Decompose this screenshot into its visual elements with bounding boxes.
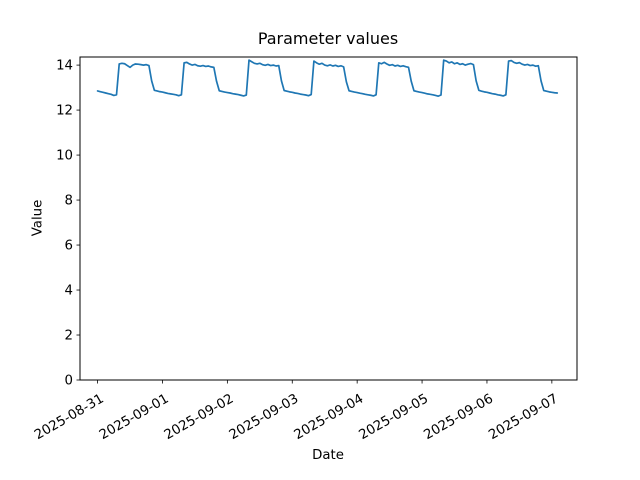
x-tick-label: 2025-09-04 xyxy=(292,391,366,443)
y-tick-label: 0 xyxy=(65,374,73,389)
y-tick-label: 8 xyxy=(65,194,73,209)
x-tick-label: 2025-09-01 xyxy=(97,391,171,443)
y-axis-label: Value xyxy=(30,199,46,237)
y-tick-label: 14 xyxy=(56,59,73,74)
y-tick-label: 10 xyxy=(56,149,73,164)
x-tick-label: 2025-09-07 xyxy=(486,391,560,443)
x-axis-label: Date xyxy=(312,448,344,463)
x-tick-label: 2025-09-03 xyxy=(227,391,301,443)
plot-border xyxy=(79,56,578,381)
y-tick-label: 4 xyxy=(65,284,73,299)
x-tick-label: 2025-09-02 xyxy=(162,391,236,443)
chart-title: Parameter values xyxy=(257,29,399,48)
x-tick-label: 2025-08-31 xyxy=(32,391,106,443)
x-tick-label: 2025-09-05 xyxy=(357,391,431,443)
data-series-line xyxy=(96,59,559,97)
x-tick-label: 2025-09-06 xyxy=(422,391,496,443)
y-tick-label: 12 xyxy=(56,104,73,119)
y-tick-label: 6 xyxy=(65,239,73,254)
y-tick-label: 2 xyxy=(65,329,73,344)
